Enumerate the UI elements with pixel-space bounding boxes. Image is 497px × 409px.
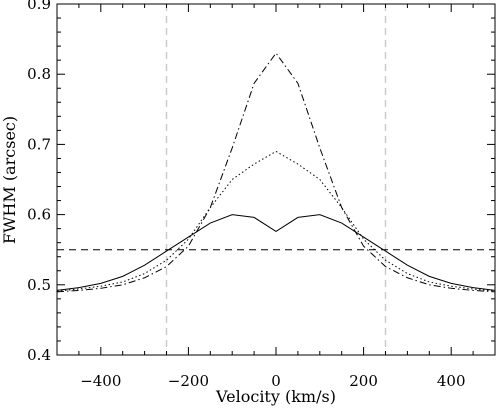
x-tick-label: 400 bbox=[437, 372, 466, 390]
axis-ticks bbox=[56, 3, 496, 356]
series-line-dotted bbox=[56, 150, 496, 292]
x-tick-label: −400 bbox=[80, 372, 121, 390]
y-tick-label: 0.7 bbox=[27, 135, 51, 153]
x-tick-label: 200 bbox=[349, 372, 378, 390]
series-line-solid bbox=[56, 214, 496, 291]
plot-frame bbox=[56, 3, 496, 356]
x-axis-label: Velocity (km/s) bbox=[215, 387, 336, 406]
x-tick-labels: −400 −200 0 200 400 bbox=[80, 372, 465, 390]
y-tick-label: 0.8 bbox=[27, 65, 51, 83]
y-axis-label: FWHM (arcsec) bbox=[0, 116, 19, 244]
y-tick-labels: 0.4 0.5 0.6 0.7 0.8 0.9 bbox=[27, 0, 51, 364]
y-tick-label: 0.5 bbox=[27, 276, 51, 294]
y-tick-label: 0.6 bbox=[27, 206, 51, 224]
series-line-dash-dot bbox=[56, 52, 496, 293]
y-tick-label: 0.4 bbox=[27, 346, 51, 364]
series-lines bbox=[56, 52, 496, 293]
x-tick-label: −200 bbox=[168, 372, 209, 390]
vertical-reference-lines bbox=[165, 4, 387, 355]
x-tick-label: 0 bbox=[271, 372, 281, 390]
y-tick-label: 0.9 bbox=[27, 0, 51, 13]
